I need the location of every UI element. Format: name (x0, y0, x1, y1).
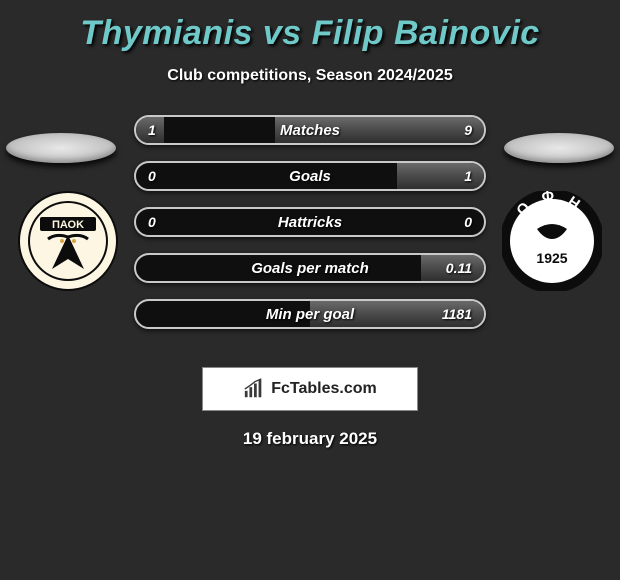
stats-list: Matches19Goals01Hattricks00Goals per mat… (134, 115, 486, 345)
club-badge-right: Ο . Φ . Η . 1925 (502, 191, 602, 291)
stat-row: Hattricks0 0 (134, 207, 486, 237)
player-right-ellipse (504, 133, 614, 163)
paok-label: ΠΑΟΚ (52, 219, 84, 231)
ofi-badge-icon: Ο . Φ . Η . 1925 (502, 191, 602, 291)
stat-value-right: 0.11 (446, 255, 472, 281)
stat-fill-right (275, 117, 484, 143)
subtitle: Club competitions, Season 2024/2025 (0, 67, 620, 85)
stat-value-right: 1 (464, 163, 472, 189)
stat-value-left: 0 (148, 163, 156, 189)
branding-text: FcTables.com (271, 380, 377, 398)
page-title: Thymianis vs Filip Bainovic (0, 0, 620, 53)
player-left-ellipse (6, 133, 116, 163)
stat-row: Matches19 (134, 115, 486, 145)
paok-badge-icon: ΠΑΟΚ (18, 191, 118, 291)
stat-value-right: 0 (464, 209, 472, 235)
stat-label: Hattricks (136, 209, 484, 235)
chart-icon (243, 378, 265, 400)
stat-value-right: 1181 (442, 301, 472, 327)
stat-value-right: 9 (464, 117, 472, 143)
stat-row: Min per goal1181 (134, 299, 486, 329)
comparison-panel: ΠΑΟΚ Ο . Φ . Η . 1925 Matches19Goals01Ha… (0, 115, 620, 355)
stat-row: Goals01 (134, 161, 486, 191)
ofi-year: 1925 (536, 250, 567, 266)
date-label: 19 february 2025 (0, 429, 620, 449)
branding-box: FcTables.com (202, 367, 418, 411)
stat-value-left: 0 (148, 209, 156, 235)
club-badge-left: ΠΑΟΚ (18, 191, 118, 291)
stat-row: Goals per match0.11 (134, 253, 486, 283)
stat-value-left: 1 (148, 117, 156, 143)
